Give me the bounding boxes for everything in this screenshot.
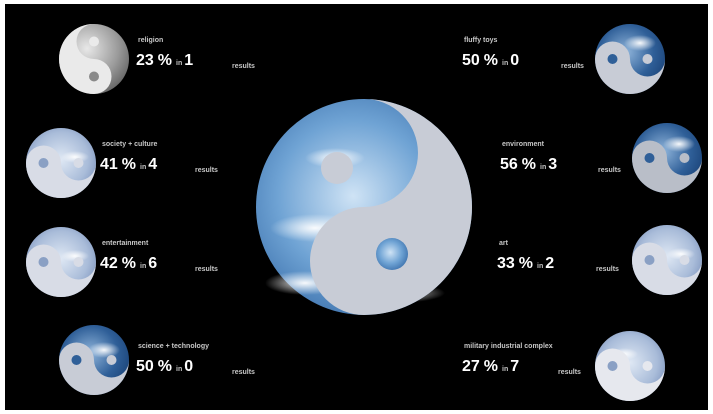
stage: religion 23% in 1 results society + cultur… [5,4,708,410]
category-label: art [499,240,508,247]
result-count: 7 [510,358,520,375]
category-stat: 41% in 4 [100,156,157,177]
percent-value: 50 [462,52,480,69]
results-label: results [195,266,218,273]
result-count: 0 [184,358,194,375]
percent-symbol: % [518,255,534,272]
category-stat: 27% in 7 [462,358,519,379]
percent-value: 27 [462,358,480,375]
category-label: military industrial complex [464,343,553,350]
results-label: results [558,369,581,376]
results-label: results [195,167,218,174]
category-label: science + technology [138,343,209,350]
result-count: 6 [148,255,158,272]
in-word: in [540,164,547,171]
results-label: results [596,266,619,273]
category-label: fluffy toys [464,37,498,44]
in-word: in [140,164,147,171]
percent-symbol: % [483,52,499,69]
category-label: environment [502,141,545,148]
in-word: in [176,366,183,373]
result-count: 1 [184,52,194,69]
yin-yang-grey-icon [59,24,129,94]
percent-value: 42 [100,255,118,272]
category-stat: 50% in 0 [136,358,193,379]
category-label: entertainment [102,240,149,247]
yin-yang-sky-icon [59,325,129,395]
result-count: 2 [545,255,555,272]
results-label: results [232,369,255,376]
percent-value: 56 [500,156,518,173]
percent-value: 23 [136,52,154,69]
yin-yang-sky-icon [26,227,96,297]
category-stat: 23% in 1 [136,52,193,73]
in-word: in [537,263,544,270]
in-word: in [502,366,509,373]
category-label: society + culture [102,141,158,148]
percent-value: 33 [497,255,515,272]
percent-symbol: % [121,156,137,173]
in-word: in [502,60,509,67]
category-stat: 50% in 0 [462,52,519,73]
result-count: 3 [548,156,558,173]
results-label: results [232,63,255,70]
results-label: results [561,63,584,70]
yin-yang-sky-icon [256,99,472,315]
percent-value: 41 [100,156,118,173]
percent-symbol: % [157,358,173,375]
percent-symbol: % [157,52,173,69]
category-stat: 42% in 6 [100,255,157,276]
percent-symbol: % [121,255,137,272]
yin-yang-sky-icon [26,128,96,198]
percent-symbol: % [483,358,499,375]
percent-value: 50 [136,358,154,375]
yin-yang-sky-icon [595,331,665,401]
results-label: results [598,167,621,174]
category-label: religion [138,37,164,44]
category-stat: 33% in 2 [497,255,554,276]
yin-yang-sky-icon [632,225,702,295]
in-word: in [176,60,183,67]
yin-yang-sky-icon [632,123,702,193]
yin-yang-sky-icon [595,24,665,94]
category-stat: 56% in 3 [500,156,557,177]
result-count: 4 [148,156,158,173]
percent-symbol: % [521,156,537,173]
in-word: in [140,263,147,270]
result-count: 0 [510,52,520,69]
